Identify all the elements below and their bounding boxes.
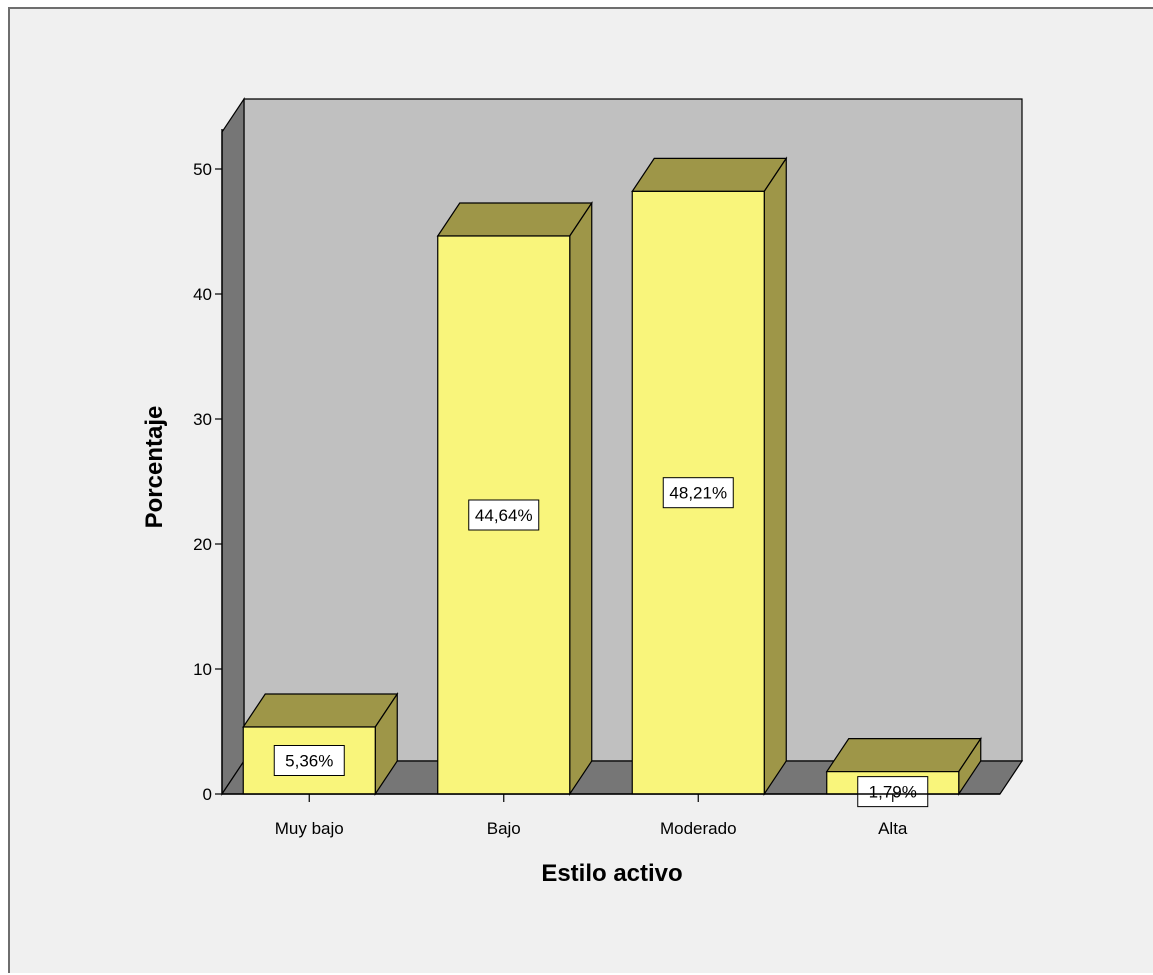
y-tick-label: 10	[193, 660, 212, 679]
y-axis: 0 10 20 30 40 50	[193, 129, 223, 804]
bar-chart: 0 10 20 30 40 50 5,36% 44,64% 48,21% 1,79% Muy b…	[141, 97, 1024, 887]
x-tick-label: Moderado	[660, 819, 737, 838]
data-label: 48,21%	[669, 484, 727, 503]
bar-alta: 1,79%	[825, 736, 982, 808]
y-tick-label: 0	[203, 785, 212, 804]
x-tick-label: Bajo	[487, 819, 521, 838]
x-axis-title: Estilo activo	[541, 860, 682, 887]
side-wall	[221, 97, 245, 796]
chart-frame: 0 10 20 30 40 50 5,36% 44,64% 48,21% 1,79% Muy b…	[8, 7, 1153, 973]
data-label-box	[468, 499, 540, 531]
y-tick-label: 50	[193, 160, 212, 179]
x-tick-label: Muy bajo	[275, 819, 344, 838]
bar-side-face	[569, 201, 593, 796]
data-label: 44,64%	[475, 506, 533, 525]
bar-top-face	[436, 202, 593, 237]
x-tick-label: Alta	[878, 819, 908, 838]
data-label-box	[273, 745, 345, 776]
bar-top-face	[825, 738, 982, 773]
data-label: 5,36%	[285, 752, 333, 771]
bar-side-face	[763, 156, 787, 796]
bar-top-face	[631, 157, 788, 192]
data-label-box	[662, 477, 734, 509]
data-label: 1,79%	[869, 783, 917, 802]
x-axis: Muy bajo Bajo Moderado Alta	[222, 793, 1000, 838]
bar-top-face	[242, 693, 399, 728]
y-tick-label: 20	[193, 535, 212, 554]
y-tick-label: 40	[193, 285, 212, 304]
bars-group: 5,36% 44,64% 48,21% 1,79%	[242, 156, 982, 808]
bar-moderado: 48,21%	[631, 156, 788, 796]
chart-walls	[220, 97, 1024, 796]
bar-muy-bajo: 5,36%	[242, 692, 399, 796]
bar-bajo: 44,64%	[436, 201, 593, 796]
y-axis-title: Porcentaje	[141, 406, 168, 529]
y-tick-label: 30	[193, 410, 212, 429]
